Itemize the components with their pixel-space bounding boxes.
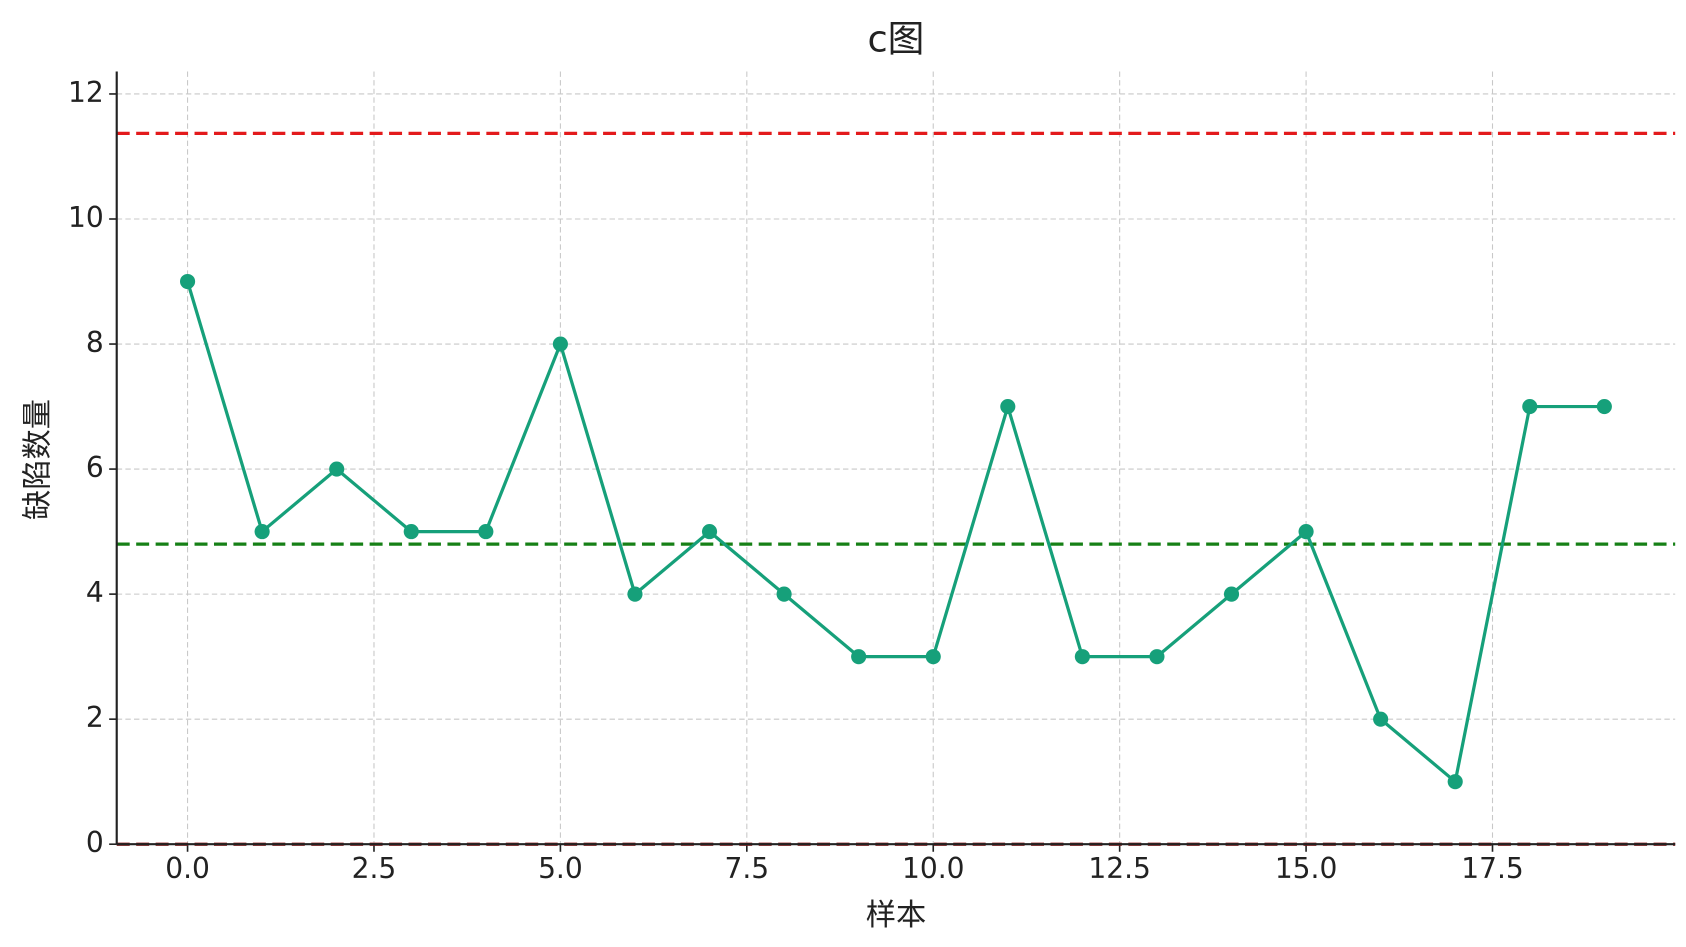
data-point	[1074, 649, 1090, 665]
data-point	[1298, 524, 1314, 540]
y-tick-label: 10	[68, 201, 104, 234]
data-point	[701, 524, 718, 540]
data-point	[552, 336, 568, 352]
data-point	[179, 273, 196, 290]
data-point	[478, 524, 494, 540]
y-axis-label: 缺陷数量	[20, 399, 55, 520]
x-tick-label: 5.0	[538, 852, 583, 885]
y-tick-label: 12	[68, 76, 104, 109]
x-tick-label: 2.5	[352, 852, 397, 885]
y-tick-label: 8	[86, 326, 104, 359]
chart-title: c图	[867, 18, 924, 61]
data-point	[403, 524, 419, 540]
data-point	[851, 649, 867, 665]
data-point	[776, 586, 792, 602]
data-line	[186, 281, 1605, 785]
y-tick-label: 4	[86, 576, 104, 609]
data-point	[1223, 586, 1240, 602]
data-point	[1596, 398, 1612, 415]
y-tick-label: 6	[86, 451, 104, 484]
x-tick-label: 10.0	[902, 852, 965, 885]
data-point	[1000, 398, 1016, 415]
data-point	[925, 649, 941, 665]
data-point	[627, 586, 643, 602]
x-tick-label: 0.0	[165, 852, 210, 885]
data-point	[1447, 774, 1463, 790]
data-point	[1522, 398, 1538, 415]
data-point	[329, 461, 345, 477]
x-tick-label: 7.5	[724, 852, 769, 885]
data-point	[254, 524, 270, 540]
x-tick-label: 12.5	[1088, 852, 1151, 885]
data-point	[1373, 711, 1389, 727]
x-tick-label: 17.5	[1461, 852, 1524, 885]
y-tick-label: 0	[86, 826, 104, 859]
data-point	[1149, 649, 1165, 665]
x-tick-label: 15.0	[1275, 852, 1338, 885]
x-axis-label: 样本	[866, 898, 927, 933]
y-tick-label: 2	[86, 701, 104, 734]
